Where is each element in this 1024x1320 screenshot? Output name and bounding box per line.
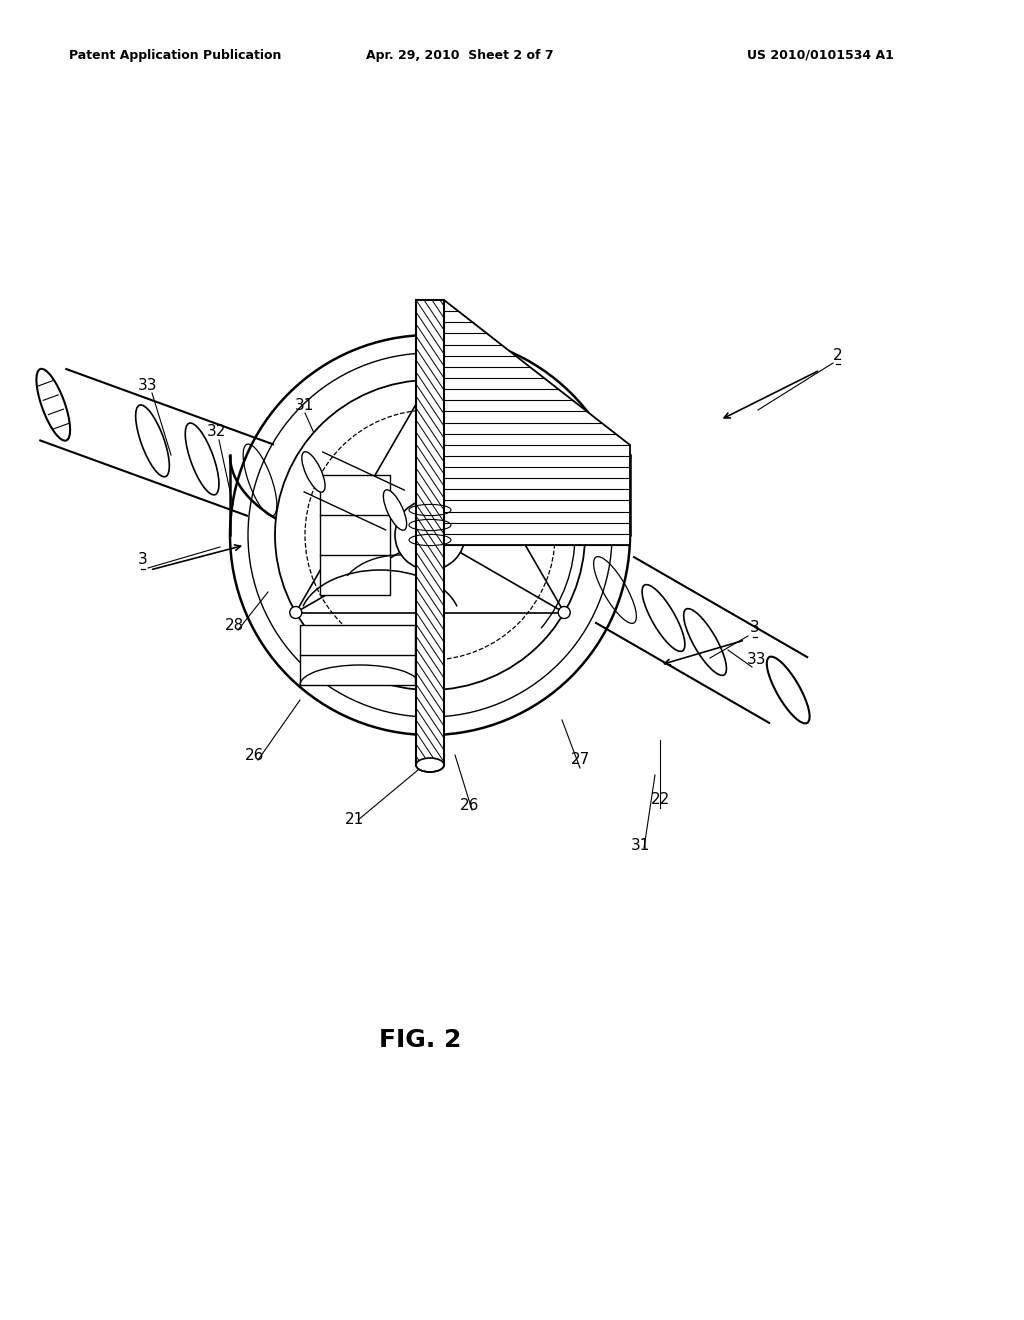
Text: Patent Application Publication: Patent Application Publication — [69, 49, 282, 62]
Polygon shape — [319, 475, 390, 595]
Text: 22: 22 — [380, 447, 399, 462]
Ellipse shape — [424, 374, 436, 385]
Text: 25: 25 — [366, 458, 385, 473]
Polygon shape — [416, 300, 444, 766]
Text: 3: 3 — [751, 620, 760, 635]
Ellipse shape — [395, 500, 465, 570]
Text: FIG. 2: FIG. 2 — [379, 1028, 461, 1052]
Text: 33: 33 — [138, 378, 158, 392]
Text: US 2010/0101534 A1: US 2010/0101534 A1 — [746, 49, 893, 62]
Polygon shape — [444, 300, 630, 545]
Text: Apr. 29, 2010  Sheet 2 of 7: Apr. 29, 2010 Sheet 2 of 7 — [367, 49, 554, 62]
Text: 2: 2 — [834, 347, 843, 363]
Text: 28: 28 — [225, 618, 245, 632]
Ellipse shape — [37, 368, 70, 441]
Ellipse shape — [416, 758, 444, 772]
Ellipse shape — [290, 606, 302, 619]
Text: 27: 27 — [570, 752, 590, 767]
Text: 21: 21 — [345, 813, 365, 828]
Polygon shape — [300, 624, 415, 685]
Ellipse shape — [383, 490, 407, 531]
Text: 3: 3 — [138, 553, 147, 568]
Ellipse shape — [302, 451, 325, 492]
Ellipse shape — [558, 606, 570, 619]
Text: 26: 26 — [461, 797, 479, 813]
Text: 23: 23 — [480, 437, 500, 453]
Ellipse shape — [767, 656, 810, 723]
Text: 26: 26 — [246, 747, 264, 763]
Text: 33: 33 — [748, 652, 767, 668]
Text: 22: 22 — [650, 792, 670, 808]
Text: 32: 32 — [207, 425, 226, 440]
Ellipse shape — [275, 380, 585, 690]
Text: 31: 31 — [631, 837, 649, 853]
Text: 31: 31 — [295, 397, 314, 412]
